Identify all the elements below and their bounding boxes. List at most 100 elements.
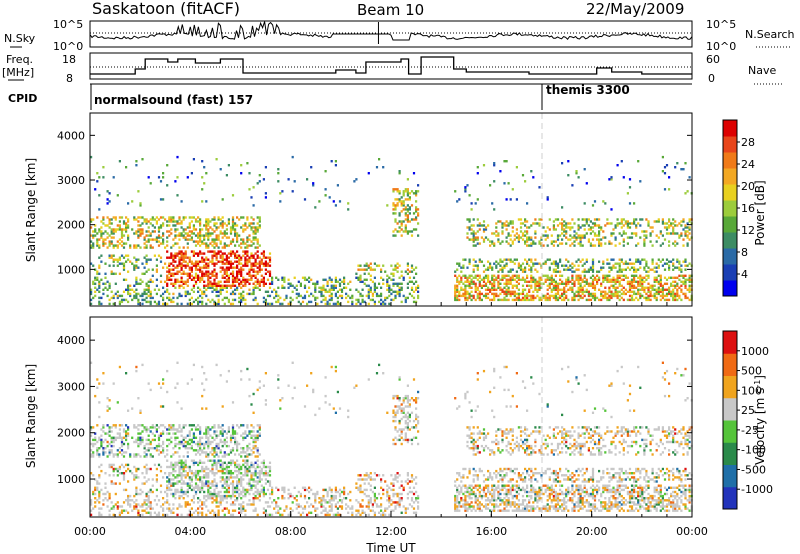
power-cell: [688, 238, 691, 241]
power-cell: [548, 218, 551, 221]
power-cell: [254, 274, 257, 277]
power-cell: [476, 266, 479, 269]
velocity-cell: [211, 465, 214, 469]
velocity-cell: [110, 480, 113, 483]
power-cell: [548, 294, 551, 298]
power-cell: [182, 216, 185, 219]
power-cell: [174, 254, 177, 257]
power-cell: [556, 244, 560, 247]
power-cell: [108, 242, 111, 245]
power-cell: [651, 294, 654, 298]
velocity-cell: [106, 444, 109, 448]
velocity-cell: [110, 440, 113, 444]
velocity-cell: [133, 507, 136, 510]
power-cell: [127, 236, 130, 239]
power-cell: [392, 190, 395, 193]
power-cell: [491, 268, 494, 271]
power-cell: [552, 270, 555, 273]
power-cell: [647, 274, 650, 277]
power-cell: [501, 268, 504, 271]
power-cell: [209, 220, 212, 223]
power-cell: [268, 264, 272, 267]
power-cell: [357, 298, 360, 302]
power-cell: [583, 290, 586, 293]
power-cell: [221, 246, 224, 249]
freq-traces: [90, 56, 692, 75]
power-cell: [118, 160, 121, 163]
power-cell: [283, 280, 286, 283]
velocity-cell: [221, 428, 224, 431]
power-cell: [476, 296, 479, 300]
velocity-cell: [145, 492, 148, 496]
power-cell: [332, 284, 335, 287]
velocity-cell: [225, 467, 228, 471]
velocity-cell: [197, 472, 200, 475]
power-cell: [227, 298, 230, 302]
power-cell: [678, 234, 681, 237]
power-cell: [188, 302, 191, 306]
power-cell: [238, 282, 241, 285]
power-cell: [137, 300, 140, 304]
power-cell: [219, 254, 222, 257]
velocity-cell: [178, 459, 181, 462]
velocity-cell: [153, 499, 156, 502]
power-cell: [133, 284, 136, 287]
velocity-cell: [174, 465, 177, 469]
power-cell: [565, 242, 568, 245]
velocity-cell: [221, 440, 224, 444]
velocity-cell: [98, 447, 101, 450]
power-cell: [303, 198, 307, 201]
velocity-cell: [242, 501, 245, 504]
power-cell: [577, 274, 580, 277]
power-cell: [674, 286, 677, 289]
power-cell: [199, 300, 202, 304]
velocity-cell: [162, 440, 165, 444]
velocity-cell: [182, 467, 185, 471]
power-cell: [526, 298, 529, 302]
velocity-cell: [127, 447, 130, 450]
power-cell: [487, 288, 490, 291]
power-cell: [653, 266, 656, 269]
velocity-cell: [141, 505, 144, 508]
power-cell: [538, 278, 541, 281]
power-cell: [133, 290, 136, 293]
velocity-cell: [168, 442, 171, 446]
velocity-cell: [205, 482, 208, 485]
power-cell: [493, 164, 496, 167]
power-cell: [246, 280, 249, 283]
power-cell: [94, 290, 97, 293]
power-cell: [201, 292, 204, 296]
velocity-cell: [190, 444, 193, 448]
power-cell: [680, 270, 683, 273]
power-cell: [98, 256, 101, 259]
power-cell: [581, 290, 584, 293]
power-cell: [519, 230, 523, 233]
power-cell: [254, 280, 257, 283]
velocity-cell: [127, 434, 130, 437]
velocity-cell: [180, 430, 183, 433]
power-cell: [593, 292, 597, 296]
velocity-cell: [120, 436, 124, 439]
velocity-cell: [205, 451, 208, 454]
power-cell: [324, 290, 327, 293]
velocity-cell: [182, 480, 185, 483]
power-cell: [503, 282, 506, 285]
velocity-cell: [203, 482, 206, 485]
power-cell: [162, 302, 165, 306]
power-cell: [663, 298, 667, 302]
power-cell: [665, 294, 669, 298]
power-cell: [172, 264, 175, 267]
velocity-cell: [114, 426, 117, 429]
power-cell: [517, 240, 520, 243]
power-cell: [264, 268, 267, 271]
power-cell: [139, 224, 142, 227]
power-cell: [221, 222, 224, 225]
power-cell: [415, 206, 418, 209]
power-cell: [472, 270, 475, 273]
power-cell: [112, 232, 115, 235]
power-cell: [577, 258, 580, 261]
power-cell: [682, 228, 685, 231]
power-cell: [581, 270, 584, 273]
power-cell: [649, 290, 652, 293]
velocity-cell: [231, 490, 235, 494]
